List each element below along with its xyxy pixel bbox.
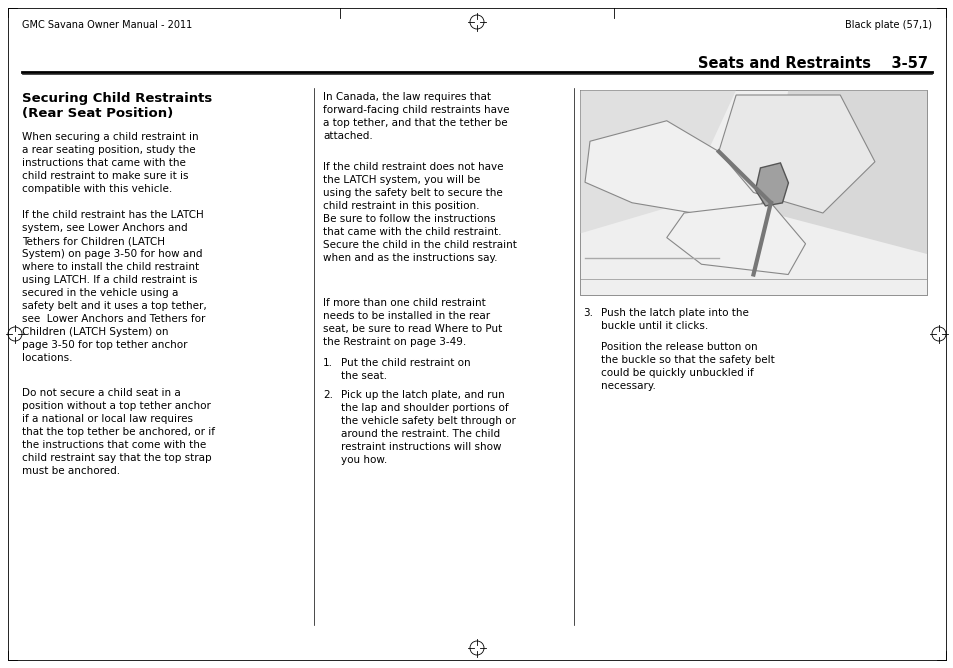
Text: Black plate (57,1): Black plate (57,1) <box>844 20 931 30</box>
Bar <box>579 90 926 295</box>
Text: Pick up the latch plate, and run
the lap and shoulder portions of
the vehicle sa: Pick up the latch plate, and run the lap… <box>340 390 516 465</box>
Text: 1.: 1. <box>323 358 333 368</box>
Text: In Canada, the law requires that
forward-facing child restraints have
a top teth: In Canada, the law requires that forward… <box>323 92 509 141</box>
Text: 2.: 2. <box>323 390 333 400</box>
Polygon shape <box>579 90 736 234</box>
Text: GMC Savana Owner Manual - 2011: GMC Savana Owner Manual - 2011 <box>22 20 193 30</box>
Text: If more than one child restraint
needs to be installed in the rear
seat, be sure: If more than one child restraint needs t… <box>323 298 501 347</box>
Text: If the child restraint has the LATCH
system, see Lower Anchors and
Tethers for C: If the child restraint has the LATCH sys… <box>22 210 207 363</box>
Text: Do not secure a child seat in a
position without a top tether anchor
if a nation: Do not secure a child seat in a position… <box>22 388 214 476</box>
Text: 3.: 3. <box>582 308 593 318</box>
Text: Push the latch plate into the
buckle until it clicks.: Push the latch plate into the buckle unt… <box>600 308 748 331</box>
Text: If the child restraint does not have
the LATCH system, you will be
using the saf: If the child restraint does not have the… <box>323 162 517 263</box>
Polygon shape <box>770 90 926 254</box>
Text: Put the child restraint on
the seat.: Put the child restraint on the seat. <box>340 358 470 381</box>
Polygon shape <box>755 163 787 206</box>
Polygon shape <box>666 203 804 275</box>
Text: Seats and Restraints    3-57: Seats and Restraints 3-57 <box>698 56 927 71</box>
Text: When securing a child restraint in
a rear seating position, study the
instructio: When securing a child restraint in a rea… <box>22 132 198 194</box>
Polygon shape <box>718 95 874 213</box>
Text: Securing Child Restraints
(Rear Seat Position): Securing Child Restraints (Rear Seat Pos… <box>22 92 212 120</box>
Text: Position the release button on
the buckle so that the safety belt
could be quick: Position the release button on the buckl… <box>600 342 774 391</box>
Polygon shape <box>584 121 770 223</box>
